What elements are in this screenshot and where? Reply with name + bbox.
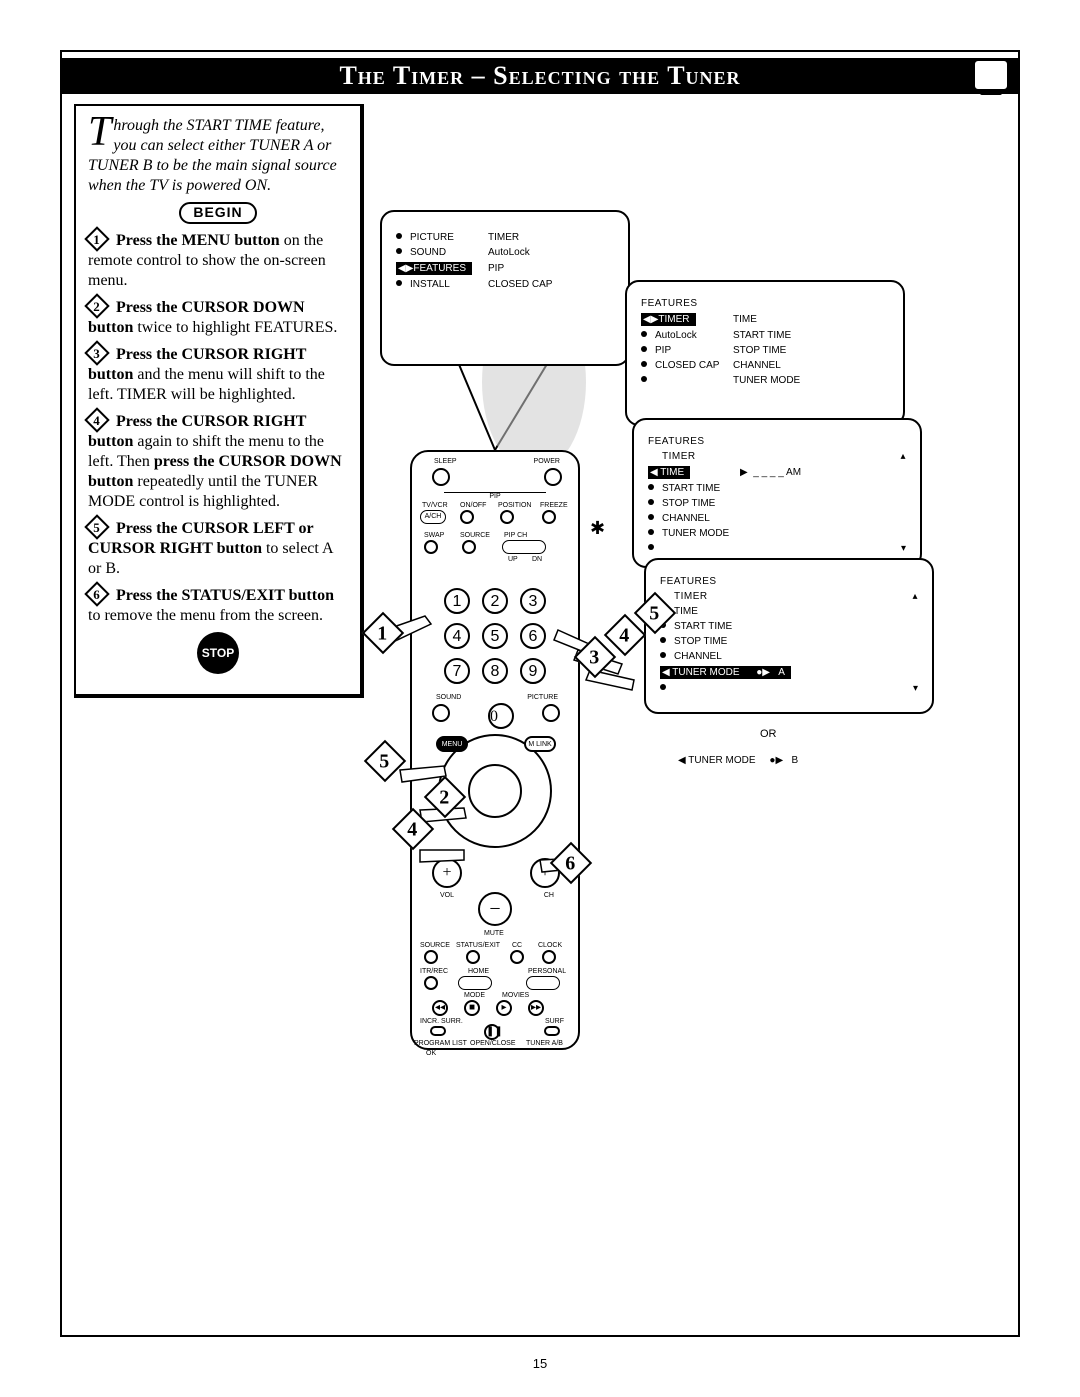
step-number-icon: 2 (84, 293, 109, 318)
osd-menu-2: FEATURES ◀▶TIMERTIME AutoLockSTART TIME … (625, 280, 905, 426)
step-bold: Press the MENU button (116, 232, 280, 249)
step-bold: Press the STATUS/EXIT button (116, 587, 334, 604)
osd-row: STOP TIME (648, 498, 906, 509)
brightness-icon: ✱ (590, 518, 605, 539)
osd-menu-1: PICTURETIMER SOUNDAutoLock ◀▶FEATURESPIP… (380, 210, 630, 366)
osd-strip-tunermode-b: ◀ TUNER MODE ●▶ B (670, 750, 900, 768)
osd-row: INSTALLCLOSED CAP (396, 279, 614, 290)
step-number-icon: 5 (84, 514, 109, 539)
illustration-area: PICTURETIMER SOUNDAutoLock ◀▶FEATURESPIP… (380, 200, 990, 1100)
stop-marker: STOP (88, 632, 348, 674)
osd-menu-3: FEATURES TIMER▴ ◀ TIME▶ _ _ _ _ AM START… (632, 418, 922, 568)
intro-body: hrough the START TIME feature, you can s… (88, 117, 337, 194)
dropcap: T (88, 116, 113, 148)
up-arrow-icon: ▴ (912, 591, 918, 602)
osd-row: TUNER MODE (648, 528, 906, 539)
step-number-icon: 4 (84, 407, 109, 432)
step-number-icon: 3 (84, 340, 109, 365)
step-2: 2 Press the CURSOR DOWN button twice to … (88, 297, 348, 338)
begin-marker: BEGIN (88, 202, 348, 224)
osd-row: AutoLockSTART TIME (641, 330, 889, 341)
step-text: to remove the menu from the screen. (88, 607, 323, 624)
osd-row: CHANNEL (648, 513, 906, 524)
step-3: 3 Press the CURSOR RIGHT button and the … (88, 344, 348, 405)
osd-menu-4: FEATURES TIMER▴ TIME START TIME STOP TIM… (644, 558, 934, 714)
tv-icon (972, 58, 1010, 92)
or-label: OR (760, 728, 777, 740)
osd-row: START TIME (648, 483, 906, 494)
osd-row: PIPSTOP TIME (641, 345, 889, 356)
osd-row-highlighted: ◀ TUNER MODE ●▶ A (660, 666, 918, 679)
osd-heading: FEATURES (660, 576, 918, 587)
step-number-icon: 1 (84, 226, 109, 251)
step-4: 4 Press the CURSOR RIGHT button again to… (88, 411, 348, 512)
osd-row: TIME (660, 606, 918, 617)
down-arrow-icon: ▾ (913, 683, 918, 694)
stop-badge-icon: STOP (197, 632, 239, 674)
osd-row-highlighted: ◀ TIME▶ _ _ _ _ AM (648, 466, 906, 479)
step-5: 5 Press the CURSOR LEFT or CURSOR RIGHT … (88, 518, 348, 579)
osd-row: START TIME (660, 621, 918, 632)
step-1: 1 Press the MENU button on the remote co… (88, 230, 348, 291)
instruction-panel: Through the START TIME feature, you can … (74, 104, 364, 698)
page-title: The Timer – Selecting the Tuner (62, 58, 1018, 94)
osd-row: ▾ (648, 543, 906, 554)
step-text: twice to highlight FEATURES. (133, 319, 337, 336)
osd-row-highlighted: ◀▶TIMERTIME (641, 313, 889, 326)
page-number: 15 (0, 1356, 1080, 1371)
up-arrow-icon: ▴ (900, 451, 906, 462)
osd-row: SOUNDAutoLock (396, 247, 614, 258)
osd-subheading: TIMER▴ (662, 451, 906, 462)
osd-row: CHANNEL (660, 651, 918, 662)
osd-row: STOP TIME (660, 636, 918, 647)
intro-text: Through the START TIME feature, you can … (88, 116, 348, 196)
step-number-icon: 6 (84, 581, 109, 606)
pointer-hands-icon (380, 450, 640, 1070)
osd-heading: FEATURES (641, 298, 889, 309)
begin-pill: BEGIN (179, 202, 256, 224)
osd-row-highlighted: ◀▶FEATURESPIP (396, 262, 614, 275)
step-6: 6 Press the STATUS/EXIT button to remove… (88, 585, 348, 626)
osd-row: TUNER MODE (641, 375, 889, 386)
osd-row: PICTURETIMER (396, 232, 614, 243)
osd-heading: FEATURES (648, 436, 906, 447)
osd-row: CLOSED CAPCHANNEL (641, 360, 889, 371)
manual-page: The Timer – Selecting the Tuner Through … (0, 0, 1080, 1397)
down-arrow-icon: ▾ (901, 543, 906, 554)
osd-subheading: TIMER▴ (674, 591, 918, 602)
osd-row: ▾ (660, 683, 918, 694)
